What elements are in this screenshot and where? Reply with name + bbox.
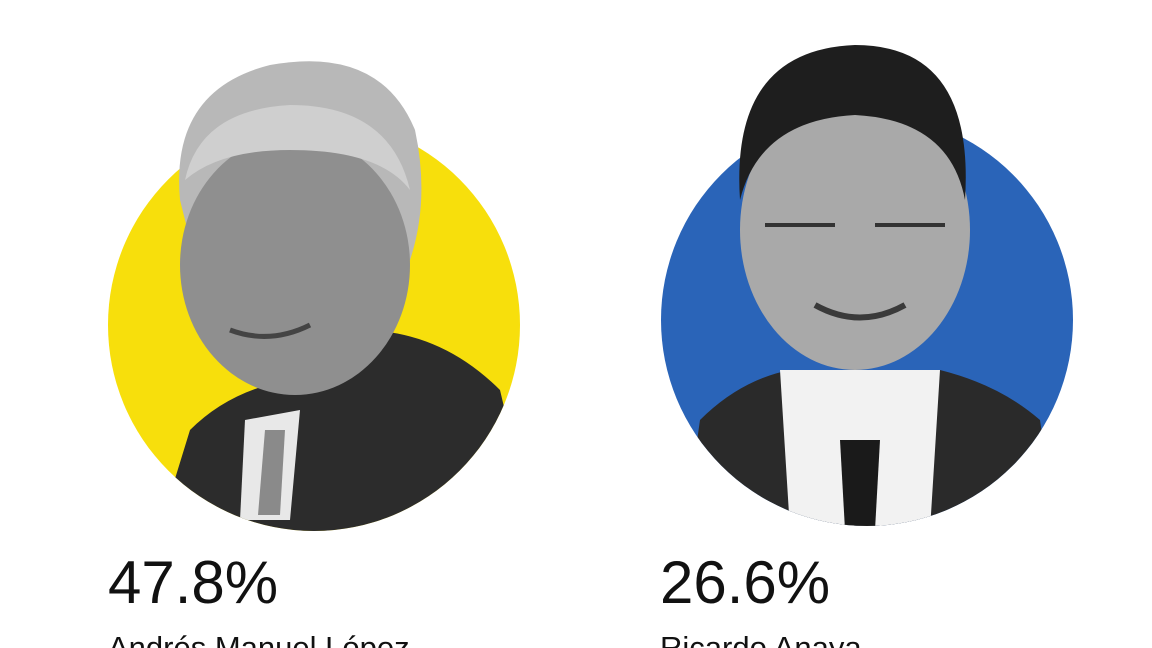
photo-head [739, 45, 970, 370]
candidate-card: 26.6% Ricardo Anaya [660, 45, 1073, 648]
candidate-name: Ricardo Anaya [660, 630, 862, 648]
photo-head [179, 61, 422, 395]
photo-body [680, 370, 1060, 526]
vote-percent: 26.6% [660, 549, 830, 616]
vote-percent: 47.8% [108, 549, 278, 616]
candidate-card: 47.8% Andrés Manuel López [108, 61, 520, 648]
candidate-name: Andrés Manuel López [108, 630, 410, 648]
